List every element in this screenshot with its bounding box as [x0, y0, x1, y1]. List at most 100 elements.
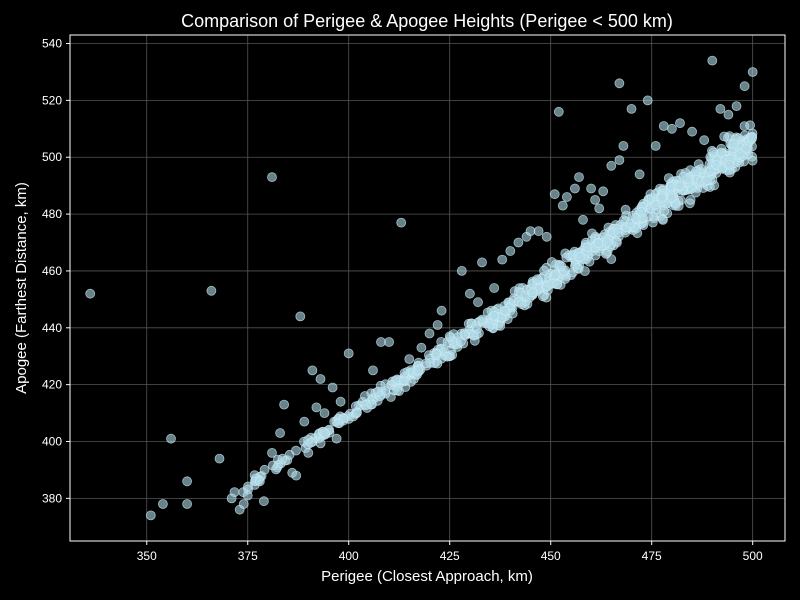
data-point	[562, 192, 572, 202]
data-point	[319, 408, 330, 419]
data-point	[421, 358, 432, 369]
data-point	[549, 189, 560, 200]
data-point	[404, 354, 415, 365]
data-point	[513, 237, 524, 248]
data-point	[424, 328, 435, 339]
data-point	[182, 499, 193, 509]
y-tick-label: 540	[42, 37, 62, 51]
data-point	[85, 288, 96, 299]
x-tick-label: 500	[743, 549, 763, 563]
y-tick-label: 480	[42, 207, 62, 221]
y-tick-label: 460	[42, 264, 62, 278]
x-tick-label: 400	[339, 549, 359, 563]
data-point	[473, 297, 483, 308]
data-point	[708, 147, 719, 158]
data-point	[747, 67, 758, 77]
x-axis-label: Perigee (Closest Approach, km)	[321, 568, 533, 585]
data-point	[657, 192, 667, 203]
data-point	[719, 131, 730, 142]
data-point	[327, 382, 338, 393]
x-tick-label: 350	[137, 549, 157, 563]
data-point	[527, 287, 538, 298]
data-point	[715, 104, 726, 114]
data-point	[594, 203, 605, 214]
data-point	[368, 365, 378, 376]
data-point	[157, 499, 168, 509]
data-point	[515, 287, 526, 298]
data-point	[226, 493, 237, 504]
x-tick-label: 425	[440, 549, 460, 563]
data-point	[539, 265, 549, 276]
data-point	[533, 226, 544, 237]
data-point	[392, 385, 403, 396]
data-point	[499, 305, 510, 316]
data-point	[675, 181, 686, 191]
data-point	[550, 269, 561, 280]
data-point	[728, 138, 739, 149]
axis-ticks: 350 375 400 425 450 475 500 380 400 420 440 460 480 5…	[42, 37, 763, 563]
data-point	[432, 358, 443, 369]
data-point	[432, 320, 443, 330]
data-point	[416, 342, 427, 353]
y-tick-label: 420	[42, 378, 62, 392]
data-point	[682, 173, 693, 184]
data-point	[206, 285, 217, 296]
data-point	[586, 183, 596, 194]
data-point	[626, 104, 637, 114]
data-point	[315, 438, 326, 449]
data-point	[267, 172, 277, 183]
data-point	[659, 206, 670, 217]
data-point	[238, 499, 249, 509]
data-point	[306, 437, 317, 448]
data-point	[687, 126, 697, 137]
data-point	[295, 311, 306, 322]
data-point	[516, 299, 527, 310]
data-point	[444, 331, 455, 342]
data-point	[477, 257, 487, 268]
data-point	[606, 160, 617, 171]
data-point	[532, 274, 543, 285]
data-point	[593, 238, 604, 249]
data-point	[634, 169, 645, 180]
y-tick-label: 380	[42, 491, 62, 505]
data-point	[335, 396, 346, 407]
y-tick-label: 400	[42, 435, 62, 449]
data-point	[612, 237, 622, 248]
data-point	[699, 135, 710, 146]
data-point	[666, 192, 677, 203]
data-point	[731, 101, 742, 111]
data-point	[279, 399, 290, 410]
data-point	[351, 408, 362, 419]
data-points	[85, 55, 758, 521]
data-point	[333, 418, 344, 429]
data-point	[343, 348, 354, 359]
data-point	[707, 55, 718, 66]
data-point	[525, 226, 536, 237]
chart-title: Comparison of Perigee & Apogee Heights (…	[181, 11, 673, 31]
data-point	[575, 251, 586, 262]
data-point	[477, 314, 488, 325]
data-point	[303, 447, 314, 458]
data-point	[574, 172, 584, 183]
data-point	[505, 246, 516, 256]
data-point	[650, 199, 661, 210]
data-point	[724, 159, 735, 170]
y-tick-label: 500	[42, 150, 62, 164]
data-point	[459, 329, 470, 340]
data-point	[361, 400, 371, 411]
data-point	[618, 140, 629, 151]
data-point	[734, 148, 745, 159]
data-point	[747, 132, 757, 143]
data-point	[258, 496, 269, 507]
data-point	[578, 214, 588, 225]
data-point	[675, 118, 685, 128]
data-point	[320, 428, 331, 439]
data-point	[405, 376, 416, 387]
y-tick-label: 440	[42, 321, 62, 335]
data-point	[667, 123, 677, 134]
data-point	[399, 368, 410, 379]
data-point	[598, 186, 609, 197]
data-point	[307, 365, 318, 376]
